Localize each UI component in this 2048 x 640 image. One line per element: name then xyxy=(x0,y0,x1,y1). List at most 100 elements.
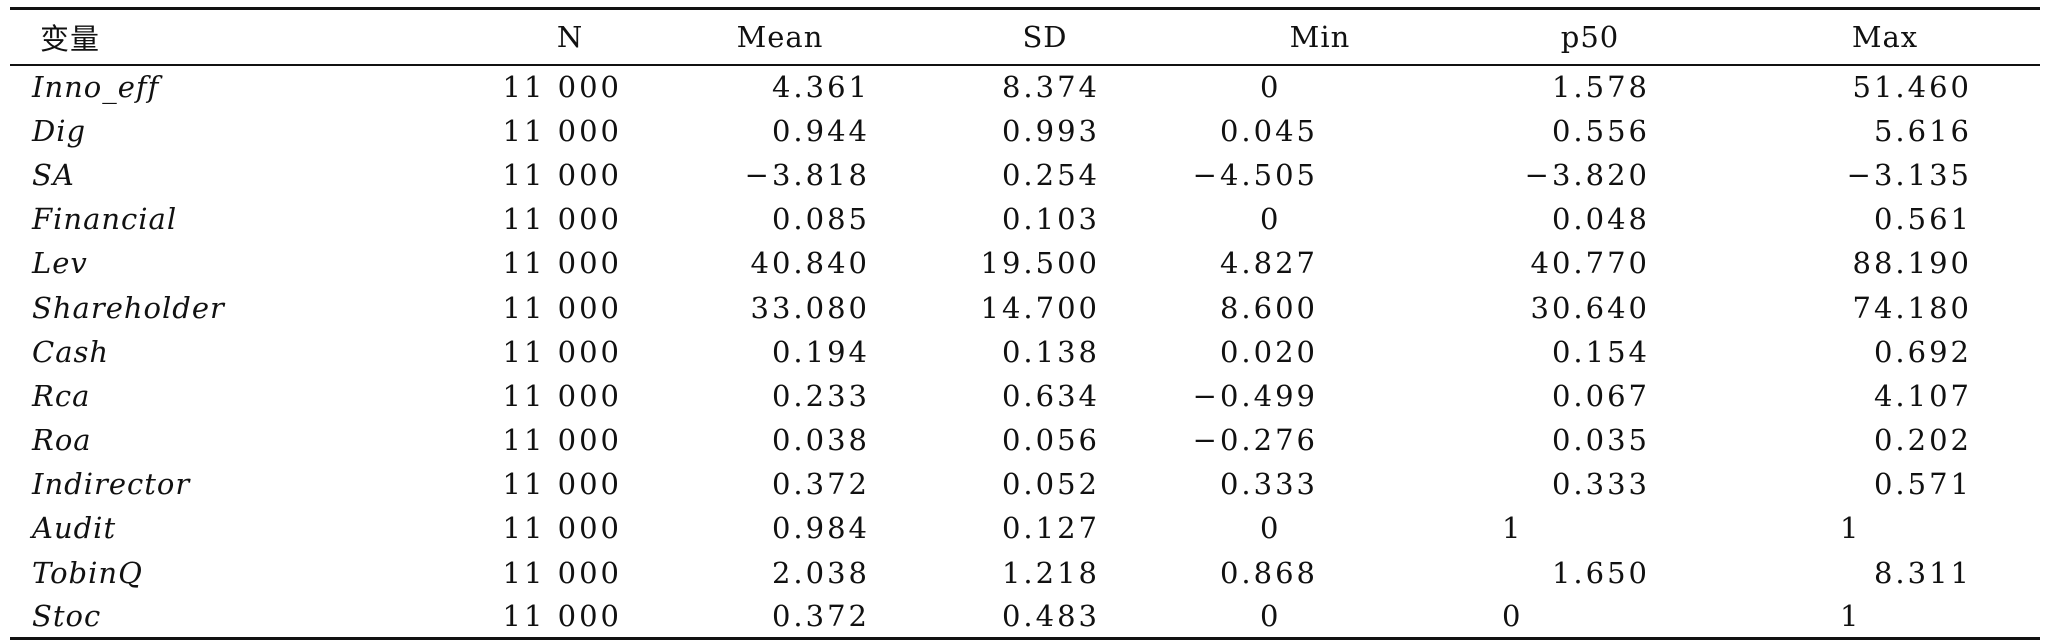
descriptive-stats-table: 变量 N Mean SD Min p50 Max Inno_eff 11 000 4… xyxy=(10,7,2040,640)
cell-p50: 40.770 xyxy=(1530,246,1650,281)
cell-n: 11 000 xyxy=(502,511,622,546)
cell-min: 0.045 xyxy=(1219,113,1318,148)
cell-max: 5.616 xyxy=(1873,113,1972,148)
cell-min: 8.600 xyxy=(1219,290,1318,325)
cell-max: 51.460 xyxy=(1852,70,1972,105)
cell-mean: 0.372 xyxy=(771,467,870,502)
cell-n: 11 000 xyxy=(502,555,622,590)
cell-variable: TobinQ xyxy=(32,555,143,590)
table-row: SA 11 000 −3.818 0.254 −4.505 −3.820 −3.135 xyxy=(10,153,2040,197)
cell-sd: 0.056 xyxy=(1001,423,1100,458)
cell-p50: 1.650 xyxy=(1551,555,1650,590)
cell-variable: Stoc xyxy=(10,594,480,640)
cell-variable: Audit xyxy=(32,511,117,546)
cell-mean: 2.038 xyxy=(771,555,870,590)
table-row: Stoc 11 000 0.372 0.483 0 0 1 xyxy=(10,594,2040,640)
descriptive-stats-table-wrapper: 变量 N Mean SD Min p50 Max Inno_eff 11 000 4… xyxy=(10,7,2040,640)
cell-p50: 0.067 xyxy=(1551,378,1650,413)
cell-sd: 1.218 xyxy=(1001,555,1100,590)
cell-mean: 0.984 xyxy=(771,511,870,546)
cell-mean: 0.085 xyxy=(771,202,870,237)
cell-max: 1 xyxy=(1840,511,1862,546)
cell-p50: 0.556 xyxy=(1551,113,1650,148)
cell-max: 8.311 xyxy=(1873,555,1972,590)
cell-min: 0.020 xyxy=(1219,334,1318,369)
cell-n: 11 000 xyxy=(502,334,622,369)
cell-min: 0.333 xyxy=(1219,467,1318,502)
cell-max: 88.190 xyxy=(1852,246,1972,281)
cell-mean: 0.194 xyxy=(771,334,870,369)
cell-min: 0 xyxy=(1260,70,1282,105)
cell-n: 11 000 xyxy=(502,290,622,325)
cell-p50: 30.640 xyxy=(1530,290,1650,325)
cell-n: 11 000 xyxy=(502,246,622,281)
cell-max: −3.135 xyxy=(1846,157,1972,192)
cell-min: 4.827 xyxy=(1219,246,1318,281)
cell-sd: 14.700 xyxy=(980,290,1100,325)
cell-mean: 0.372 xyxy=(660,594,900,640)
header-sd: SD xyxy=(900,7,1190,66)
table-row: Roa 11 000 0.038 0.056 −0.276 0.035 0.202 xyxy=(10,418,2040,462)
header-mean: Mean xyxy=(660,7,900,66)
cell-n: 11 000 xyxy=(502,378,622,413)
cell-max: 0.571 xyxy=(1873,467,1972,502)
cell-variable: Roa xyxy=(32,423,92,458)
cell-variable: Indirector xyxy=(32,467,191,502)
cell-p50: 0.154 xyxy=(1551,334,1650,369)
cell-n: 11 000 xyxy=(480,594,660,640)
cell-max: 1 xyxy=(1730,594,2040,640)
table-row: Cash 11 000 0.194 0.138 0.020 0.154 0.692 xyxy=(10,330,2040,374)
cell-max: 74.180 xyxy=(1852,290,1972,325)
cell-sd: 0.103 xyxy=(1001,202,1100,237)
table-row: Inno_eff 11 000 4.361 8.374 0 1.578 51.460 xyxy=(10,65,2040,109)
cell-variable: Financial xyxy=(32,202,178,237)
cell-n: 11 000 xyxy=(502,157,622,192)
cell-mean: 0.233 xyxy=(771,378,870,413)
cell-min: 0 xyxy=(1190,594,1450,640)
cell-mean: 33.080 xyxy=(750,290,870,325)
cell-sd: 0.483 xyxy=(900,594,1190,640)
cell-n: 11 000 xyxy=(502,113,622,148)
cell-min: 0 xyxy=(1260,202,1282,237)
cell-min: 0.868 xyxy=(1219,555,1318,590)
cell-sd: 0.993 xyxy=(1001,113,1100,148)
table-body: Inno_eff 11 000 4.361 8.374 0 1.578 51.460 Dig 1… xyxy=(10,65,2040,640)
cell-variable: Lev xyxy=(32,246,88,281)
table-row: Lev 11 000 40.840 19.500 4.827 40.770 88.190 xyxy=(10,241,2040,285)
cell-sd: 0.254 xyxy=(1001,157,1100,192)
cell-mean: −3.818 xyxy=(744,157,870,192)
cell-max: 0.202 xyxy=(1873,423,1972,458)
cell-n: 11 000 xyxy=(502,70,622,105)
table-row: Audit 11 000 0.984 0.127 0 1 1 xyxy=(10,506,2040,550)
cell-p50: 0 xyxy=(1450,594,1730,640)
table-row: Indirector 11 000 0.372 0.052 0.333 0.333 0.57… xyxy=(10,462,2040,506)
table-header: 变量 N Mean SD Min p50 Max xyxy=(10,7,2040,66)
cell-p50: 0.048 xyxy=(1551,202,1650,237)
cell-variable: Shareholder xyxy=(32,290,225,325)
cell-p50: 1 xyxy=(1502,511,1524,546)
cell-sd: 0.127 xyxy=(1001,511,1100,546)
table-row: Dig 11 000 0.944 0.993 0.045 0.556 5.616 xyxy=(10,109,2040,153)
cell-min: 0 xyxy=(1260,511,1282,546)
cell-max: 0.561 xyxy=(1873,202,1972,237)
header-max: Max xyxy=(1730,7,2040,66)
header-n: N xyxy=(480,7,660,66)
cell-max: 4.107 xyxy=(1873,378,1972,413)
header-row: 变量 N Mean SD Min p50 Max xyxy=(10,7,2040,66)
cell-n: 11 000 xyxy=(502,202,622,237)
cell-n: 11 000 xyxy=(502,467,622,502)
cell-mean: 0.038 xyxy=(771,423,870,458)
cell-min: −0.276 xyxy=(1192,423,1318,458)
cell-mean: 0.944 xyxy=(771,113,870,148)
cell-sd: 0.634 xyxy=(1001,378,1100,413)
cell-p50: 0.035 xyxy=(1551,423,1650,458)
cell-min: −0.499 xyxy=(1192,378,1318,413)
cell-variable: Dig xyxy=(32,113,87,148)
cell-variable: Cash xyxy=(32,334,110,369)
cell-variable: Rca xyxy=(32,378,91,413)
header-variable: 变量 xyxy=(10,7,480,66)
cell-variable: Inno_eff xyxy=(32,70,160,105)
cell-mean: 40.840 xyxy=(750,246,870,281)
cell-p50: −3.820 xyxy=(1524,157,1650,192)
table-row: Rca 11 000 0.233 0.634 −0.499 0.067 4.107 xyxy=(10,374,2040,418)
